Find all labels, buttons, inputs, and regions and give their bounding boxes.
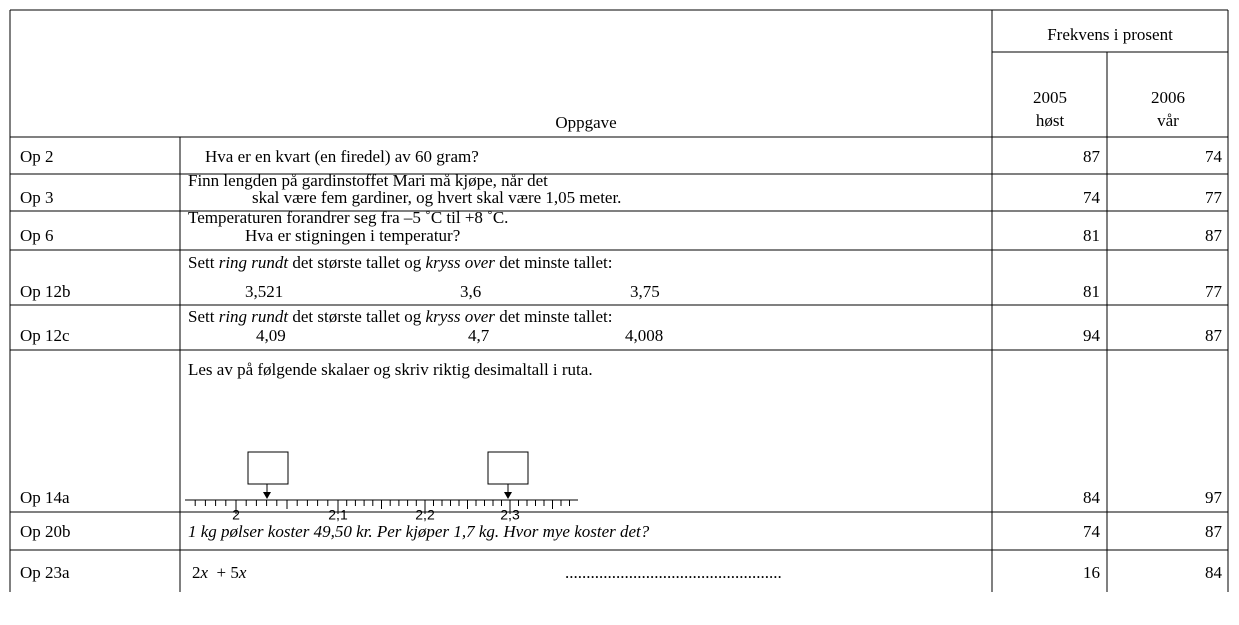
task-part: det minste tallet:: [495, 253, 613, 272]
value: 16: [1083, 563, 1100, 582]
task-part: x: [200, 563, 209, 582]
arrow-head: [263, 492, 271, 499]
task-part: det største tallet og: [288, 307, 425, 326]
task-part: Sett: [188, 307, 219, 326]
task: 1 kg pølser koster 49,50 kr. Per kjøper …: [188, 522, 650, 541]
row-id: Op 23a: [20, 563, 70, 582]
task-part: ring rundt: [219, 307, 290, 326]
number: 4,7: [468, 326, 490, 345]
value: 74: [1205, 147, 1223, 166]
task: Sett ring rundt det største tallet og kr…: [188, 253, 613, 272]
value: 97: [1205, 488, 1223, 507]
task-part: ring rundt: [219, 253, 290, 272]
task-part: 2: [192, 563, 201, 582]
value: 87: [1083, 147, 1101, 166]
value: 77: [1205, 282, 1223, 301]
task-part: x: [238, 563, 247, 582]
task-part: + 5: [208, 563, 239, 582]
task-header: Oppgave: [555, 113, 616, 132]
row-id: Op 3: [20, 188, 54, 207]
scale-label: 2,3: [500, 506, 520, 522]
col-header: vår: [1157, 111, 1179, 130]
task: skal være fem gardiner, og hvert skal væ…: [252, 188, 621, 207]
number: 3,6: [460, 282, 481, 301]
scale-label: 2,1: [328, 506, 348, 522]
task-part: Sett: [188, 253, 219, 272]
group-title: Frekvens i prosent: [1047, 25, 1173, 44]
row-id: Op 12c: [20, 326, 70, 345]
answer-box: [487, 451, 529, 485]
task: Hva er en kvart (en firedel) av 60 gram?: [205, 147, 479, 166]
answer-line: ........................................…: [565, 563, 782, 582]
number: 3,521: [245, 282, 283, 301]
col-header: 2006: [1151, 88, 1185, 107]
row-id: Op 12b: [20, 282, 71, 301]
header: Frekvens i prosent Oppgave 2005 høst 200…: [555, 25, 1185, 132]
row-id: Op 2: [20, 147, 54, 166]
value: 74: [1083, 188, 1101, 207]
value: 77: [1205, 188, 1223, 207]
row-id: Op 14a: [20, 488, 70, 507]
task-part: kryss over: [426, 307, 496, 326]
scale: 2 2,1 2,2 2,3: [185, 451, 578, 522]
number: 4,008: [625, 326, 663, 345]
value: 87: [1205, 326, 1223, 345]
scale-label: 2: [232, 506, 240, 522]
value: 87: [1205, 522, 1223, 541]
rows: Op 2 Hva er en kvart (en firedel) av 60 …: [20, 147, 1223, 582]
task-part: det største tallet og: [288, 253, 425, 272]
value: 81: [1083, 226, 1100, 245]
value: 84: [1083, 488, 1101, 507]
task: Hva er stigningen i temperatur?: [245, 226, 460, 245]
task: Finn lengden på gardinstoffet Mari må kj…: [188, 171, 548, 190]
value: 84: [1205, 563, 1223, 582]
answer-box: [247, 451, 289, 485]
value: 94: [1083, 326, 1101, 345]
row-id: Op 20b: [20, 522, 71, 541]
value: 87: [1205, 226, 1223, 245]
grid: [9, 9, 1229, 592]
number: 4,09: [256, 326, 286, 345]
arrow-head: [504, 492, 512, 499]
task: Sett ring rundt det største tallet og kr…: [188, 307, 613, 326]
value: 74: [1083, 522, 1101, 541]
row-id: Op 6: [20, 226, 54, 245]
value: 81: [1083, 282, 1100, 301]
number: 3,75: [630, 282, 660, 301]
task: Les av på følgende skalaer og skriv rikt…: [188, 360, 593, 379]
task-part: det minste tallet:: [495, 307, 613, 326]
task: Temperaturen forandrer seg fra –5 ˚C til…: [188, 208, 508, 227]
task: 2x + 5x: [192, 563, 247, 582]
col-header: 2005: [1033, 88, 1067, 107]
col-header: høst: [1036, 111, 1065, 130]
task-part: kryss over: [426, 253, 496, 272]
scale-label: 2,2: [415, 506, 435, 522]
